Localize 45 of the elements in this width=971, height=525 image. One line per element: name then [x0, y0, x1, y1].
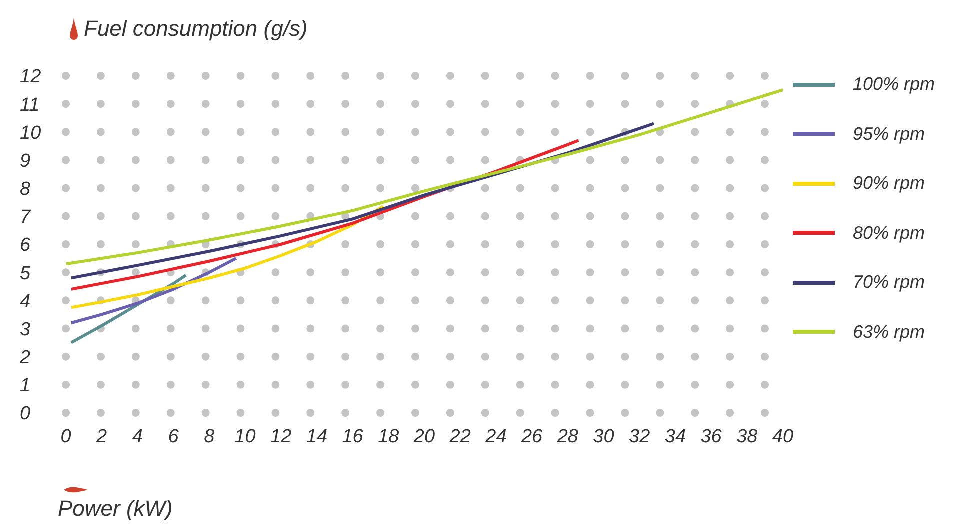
x-tick-label: 28: [556, 426, 579, 448]
x-tick-label: 30: [593, 426, 615, 448]
legend-label: 100% rpm: [853, 74, 936, 96]
legend-label: 80% rpm: [853, 222, 926, 244]
x-tick-label: 12: [270, 426, 292, 448]
y-axis-title: Fuel consumption (g/s): [84, 16, 308, 42]
legend-label: 95% rpm: [853, 124, 926, 145]
x-axis-title: Power (kW): [58, 496, 173, 522]
x-tick-label: 20: [412, 426, 436, 448]
x-tick-label: 40: [772, 426, 794, 448]
x-tick-label: 16: [342, 426, 364, 448]
x-tick-label: 32: [629, 426, 651, 448]
x-tick-label: 2: [96, 426, 108, 448]
y-tick-label: 1: [20, 376, 31, 397]
x-tick-label: 26: [520, 426, 544, 448]
y-tick-label: 7: [20, 207, 32, 228]
y-tick-label: 4: [20, 291, 31, 312]
line-series: [70, 205, 385, 310]
y-tick-label: 3: [20, 319, 31, 340]
line-series: [70, 257, 238, 325]
x-tick-label: 36: [700, 426, 722, 448]
y-tick-label: 10: [20, 122, 42, 144]
x-tick-label: 10: [234, 426, 256, 448]
y-tick-label: 11: [20, 94, 40, 116]
y-tick-label: 6: [20, 235, 31, 256]
y-tick-label: 9: [20, 150, 31, 172]
x-tick-label: 22: [448, 426, 472, 448]
y-tick-label: 12: [20, 66, 42, 88]
legend-label: 90% rpm: [853, 173, 926, 194]
y-tick-label: 0: [20, 404, 31, 425]
x-tick-label: 24: [484, 426, 507, 448]
line-series: [66, 88, 783, 266]
x-tick-label: 14: [306, 426, 328, 448]
x-tick-label: 18: [378, 426, 400, 448]
y-tick-label: 8: [20, 179, 31, 200]
x-tick-label: 34: [664, 426, 686, 448]
x-tick-label: 6: [168, 426, 180, 448]
x-tick-label: 4: [132, 426, 143, 448]
legend-label: 70% rpm: [853, 272, 926, 294]
x-tick-label: 0: [60, 426, 72, 448]
x-tick-label: 8: [204, 426, 216, 448]
y-tick-label: 5: [20, 263, 31, 284]
x-tick-label: 38: [736, 426, 758, 448]
y-tick-label: 2: [19, 348, 31, 369]
legend-label: 63% rpm: [853, 322, 926, 343]
